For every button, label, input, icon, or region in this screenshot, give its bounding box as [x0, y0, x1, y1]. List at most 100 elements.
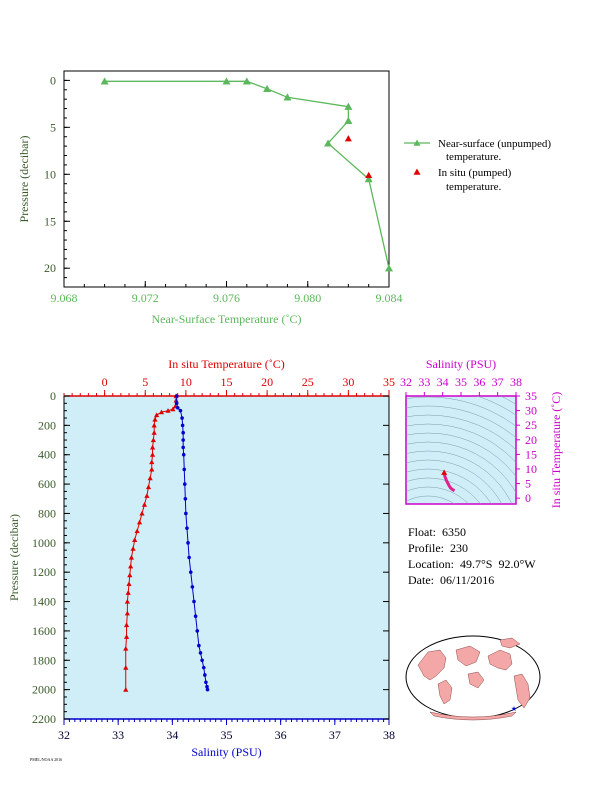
- ts-y-tick-label: 20: [525, 433, 537, 447]
- salinity-point: [174, 401, 179, 406]
- temperature-point: [165, 408, 171, 413]
- temperature-point: [123, 687, 129, 692]
- salinity-point: [181, 438, 185, 442]
- temperature-point: [145, 484, 152, 490]
- profile-y-tick-label: 2200: [32, 712, 56, 726]
- salinity-point: [178, 408, 183, 413]
- temperature-point: [126, 581, 132, 587]
- salinity-point: [183, 496, 188, 501]
- salinity-point: [180, 416, 184, 420]
- ts-x-tick-label: 36: [473, 375, 485, 389]
- legend-near-surface-label-cont: temperature.: [446, 151, 502, 163]
- salinity-point: [182, 467, 187, 472]
- temperature-point: [124, 598, 130, 604]
- density-contour: [406, 495, 455, 504]
- salinity-point: [204, 680, 208, 685]
- temp-tick-label: 25: [302, 375, 314, 389]
- sal-tick-label: 32: [58, 728, 70, 742]
- ts-x-tick-label: 34: [437, 375, 449, 389]
- temp-tick-label: 20: [261, 375, 273, 389]
- near-surface-temp-point: [263, 84, 272, 93]
- density-contour: [406, 450, 513, 504]
- ts-y-tick-label: 25: [525, 418, 537, 432]
- profile-date: Date: 06/11/2016: [408, 573, 495, 587]
- salinity-point: [187, 555, 191, 560]
- density-contour: [406, 423, 516, 463]
- temperature-point: [139, 510, 145, 516]
- upper-y-tick-label: 0: [50, 73, 56, 87]
- temperature-point: [128, 554, 135, 560]
- salinity-point: [184, 511, 188, 516]
- salinity-point: [200, 658, 204, 663]
- profile-y-tick-label: 1800: [32, 653, 56, 667]
- map-antarctica: [429, 711, 517, 721]
- temperature-point: [150, 437, 156, 443]
- legend-in-situ-label-cont: temperature.: [446, 181, 502, 193]
- temperature-point: [128, 563, 134, 569]
- upper-x-tick-label: 9.076: [213, 291, 240, 305]
- temperature-point: [151, 430, 157, 435]
- profile-y-tick-label: 1000: [32, 536, 56, 550]
- float-id: Float: 6350: [408, 525, 467, 539]
- legend-in-situ-marker: [413, 168, 421, 175]
- ts-y-tick-label: 0: [525, 491, 531, 505]
- near-surface-temp-point: [344, 102, 353, 110]
- salinity-point: [185, 526, 189, 530]
- sal-axis-label: Salinity (PSU): [191, 745, 261, 759]
- temp-tick-label: 10: [180, 375, 192, 389]
- upper-legend: Near-surface (unpumped)temperature.In si…: [404, 138, 551, 193]
- temperature-point: [130, 546, 136, 551]
- temperature-point: [152, 416, 158, 422]
- upper-y-tick-label: 5: [50, 120, 56, 134]
- salinity-point: [193, 614, 198, 619]
- ts-y-tick-label: 30: [525, 404, 537, 418]
- upper-x-tick-label: 9.072: [132, 291, 159, 305]
- temperature-point: [158, 409, 165, 415]
- temperature-point: [123, 645, 129, 651]
- salinity-point: [205, 687, 210, 692]
- salinity-point: [174, 394, 179, 398]
- temp-tick-label: 15: [221, 375, 233, 389]
- temperature-point: [141, 502, 148, 507]
- density-contour: [406, 459, 503, 504]
- profile-y-tick-label: 0: [50, 389, 56, 403]
- upper-x-tick-label: 9.080: [294, 291, 321, 305]
- map-landmass: [437, 679, 453, 705]
- map-landmass: [487, 649, 513, 671]
- near-surface-temp-point: [344, 116, 353, 124]
- upper-x-axis-label: Near-Surface Temperature (˚C): [152, 312, 302, 326]
- temperature-point: [149, 459, 155, 465]
- upper-plot-frame: [63, 70, 390, 288]
- temperature-point: [149, 466, 155, 472]
- ts-curve: [442, 472, 456, 492]
- salinity-point: [190, 585, 195, 589]
- legend-near-surface-label: Near-surface (unpumped): [438, 138, 551, 150]
- profile-number: Profile: 230: [408, 541, 468, 555]
- salinity-point: [195, 629, 200, 633]
- temperature-point: [154, 412, 160, 418]
- profile-plot-background: [64, 396, 389, 719]
- sal-tick-label: 36: [275, 728, 287, 742]
- upper-y-tick-label: 15: [44, 214, 56, 228]
- upper-y-tick-label: 20: [44, 261, 56, 275]
- sal-tick-label: 38: [383, 728, 395, 742]
- near-surface-temp-point: [242, 77, 251, 85]
- ts-x-tick-label: 32: [400, 375, 412, 389]
- ts-y-tick-label: 10: [525, 462, 537, 476]
- salinity-point: [175, 405, 180, 410]
- profile-y-tick-label: 800: [38, 506, 56, 520]
- near-surface-temp-point: [385, 264, 393, 272]
- temp-tick-label: 35: [383, 375, 395, 389]
- temperature-point: [170, 406, 176, 412]
- ts-y-axis-label: In situ Temperature (˚C): [549, 392, 563, 509]
- salinity-point: [181, 445, 185, 450]
- temperature-point: [132, 537, 138, 542]
- density-contour: [406, 441, 516, 493]
- temperature-point: [173, 397, 179, 403]
- sal-tick-label: 33: [112, 728, 124, 742]
- density-contour: [406, 468, 492, 504]
- float-location: Location: 49.7°S 92.0°W: [408, 557, 536, 571]
- profile-y-axis-label: Pressure (decibar): [7, 514, 21, 601]
- sal-tick-label: 35: [221, 728, 233, 742]
- ts-start-point: [441, 469, 448, 475]
